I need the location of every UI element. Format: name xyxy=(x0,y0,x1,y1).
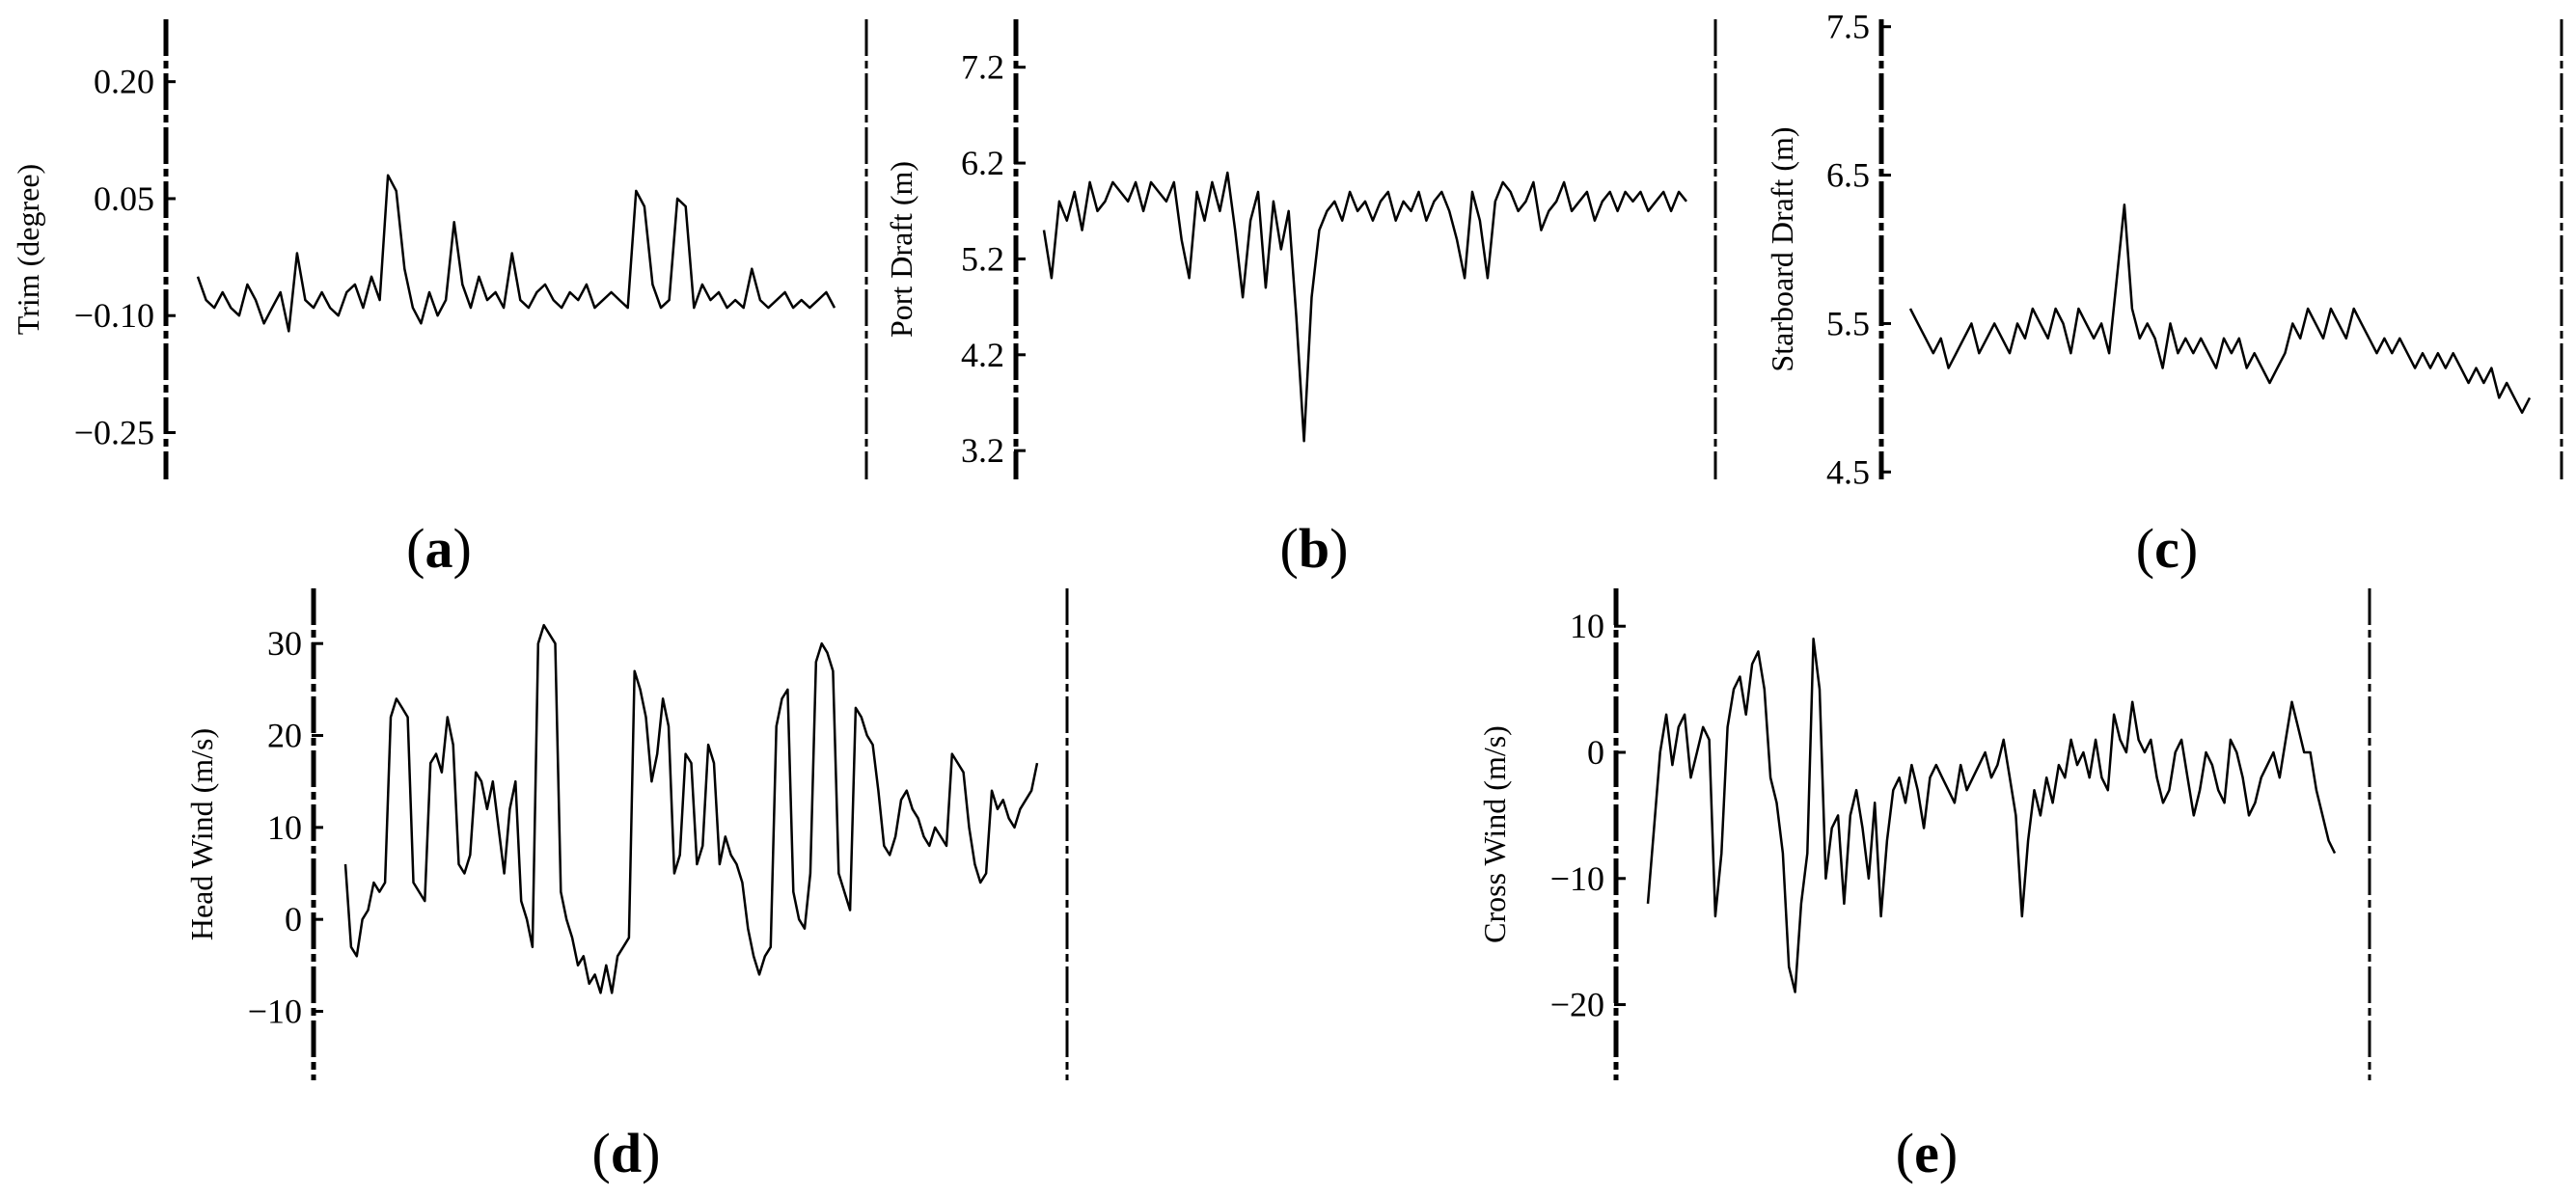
y-tick-label: 10 xyxy=(267,808,302,847)
y-axis-title: Port Draft (m) xyxy=(884,161,918,338)
y-axis-title: Starboard Draft (m) xyxy=(1765,126,1799,371)
series-line xyxy=(1646,638,2337,993)
y-tick-label: −20 xyxy=(1550,986,1604,1024)
panel-label: (b) xyxy=(1280,517,1349,580)
y-tick-label: 30 xyxy=(267,624,302,663)
y-tick-label: 5.2 xyxy=(961,239,1004,278)
series-line xyxy=(196,174,836,333)
panel-a: 0.20 0.05 −0.10 −0.25 Trim (degree) (a) xyxy=(11,19,868,580)
y-tick-label: 3.2 xyxy=(961,431,1004,470)
series-line xyxy=(1042,171,1687,443)
y-tick-label: 6.2 xyxy=(961,144,1004,182)
panel-d: 30 20 10 0 −10 Head Wind (m/s) (d) xyxy=(184,588,1069,1184)
series-line xyxy=(343,623,1039,994)
panel-label: (e) xyxy=(1896,1122,1958,1184)
y-axis-title: Trim (degree) xyxy=(11,164,45,335)
y-tick-label: 0 xyxy=(1587,733,1604,772)
y-tick-label: 0.05 xyxy=(94,179,154,218)
panel-e: 10 0 −10 −20 Cross Wind (m/s) (e) xyxy=(1477,588,2371,1184)
panel-label: (a) xyxy=(406,517,472,580)
y-tick-label: 0 xyxy=(285,900,302,939)
panel-c: 7.5 6.5 5.5 4.5 Starboard Draft (m) (c) xyxy=(1765,8,2563,580)
y-tick-label: 10 xyxy=(1570,607,1604,645)
y-tick-label: 4.2 xyxy=(961,336,1004,374)
y-tick-label: −10 xyxy=(248,993,302,1031)
y-tick-label: 5.5 xyxy=(1826,304,1870,342)
y-tick-label: 0.20 xyxy=(94,63,154,101)
y-tick-label: 7.5 xyxy=(1826,8,1870,46)
y-tick-label: 7.2 xyxy=(961,48,1004,87)
y-tick-label: 6.5 xyxy=(1826,156,1870,195)
series-line xyxy=(1908,204,2532,415)
panel-b: 7.2 6.2 5.2 4.2 3.2 Port Draft (m) (b) xyxy=(884,19,1717,580)
y-axis-title: Cross Wind (m/s) xyxy=(1477,725,1512,943)
y-tick-label: −0.25 xyxy=(74,413,154,451)
y-axis-title: Head Wind (m/s) xyxy=(184,728,219,940)
panel-label: (d) xyxy=(592,1122,661,1184)
panels-layer: 0.20 0.05 −0.10 −0.25 Trim (degree) (a) 7.2 6.2… xyxy=(11,8,2563,1184)
y-tick-label: −0.10 xyxy=(74,296,154,335)
y-tick-label: −10 xyxy=(1550,859,1604,898)
y-tick-label: 20 xyxy=(267,717,302,755)
panel-label: (c) xyxy=(2136,517,2198,580)
y-tick-label: 4.5 xyxy=(1826,452,1870,491)
